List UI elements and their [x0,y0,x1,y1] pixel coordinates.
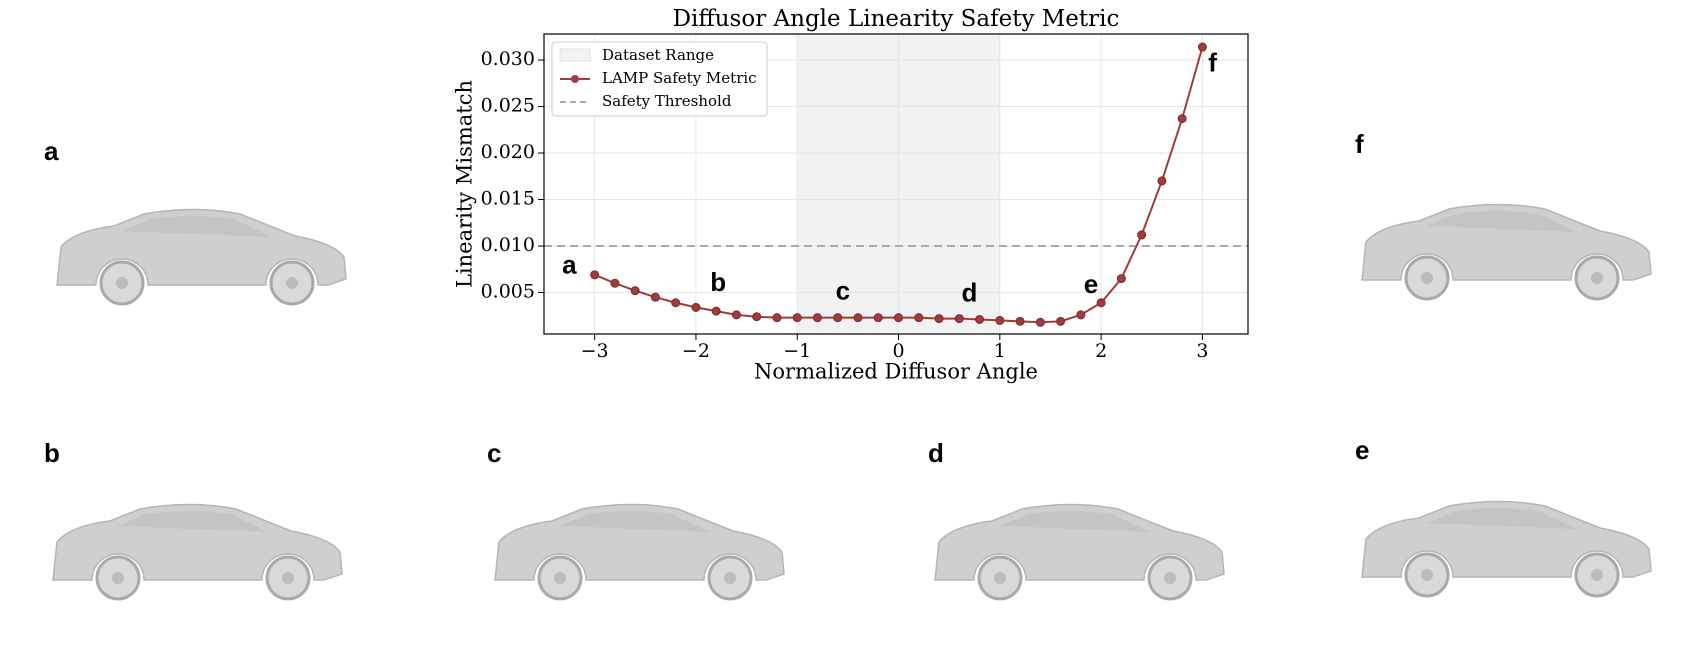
data-point [995,315,1005,325]
annotation: b [710,267,726,297]
x-tick-label: −2 [682,340,710,362]
x-tick-label: 0 [892,340,904,362]
annotation: f [1208,48,1217,78]
data-point [894,313,904,323]
y-tick-label: 0.005 [481,281,535,303]
data-point [650,292,660,302]
car-render [1360,203,1653,301]
data-point [1137,230,1147,240]
panel-label: f [1355,129,1364,159]
y-tick-label: 0.030 [481,48,535,70]
legend-label: Dataset Range [602,46,714,64]
legend-swatch [559,48,591,62]
car-render [493,503,786,601]
annotation: c [836,275,850,305]
data-point [873,313,883,323]
y-tick-label: 0.010 [481,234,535,256]
data-point [610,278,620,288]
data-point [671,298,681,308]
y-axis-label: Linearity Mismatch [453,80,477,288]
car-render [1360,500,1653,598]
legend-label: Safety Threshold [602,92,732,110]
data-point [934,314,944,324]
y-tick-label: 0.025 [481,95,535,117]
car-render [51,503,344,601]
data-point [1035,317,1045,327]
x-tick-label: −1 [783,340,811,362]
x-axis-label: Normalized Diffusor Angle [754,360,1038,384]
annotation: e [1084,269,1098,299]
data-point [792,313,802,323]
data-point [833,313,843,323]
data-point [812,313,822,323]
data-point [914,313,924,323]
data-point [772,313,782,323]
x-tick-label: 3 [1196,340,1208,362]
legend-label: LAMP Safety Metric [602,69,757,87]
panel-label: c [487,438,501,468]
data-point [590,270,600,280]
data-point [1157,176,1167,186]
data-point [954,314,964,324]
x-tick-label: 2 [1095,340,1107,362]
data-point [630,286,640,296]
panel-label: b [44,438,60,468]
data-point [731,310,741,320]
car-render [55,208,348,306]
data-point [1056,316,1066,326]
data-point [691,302,701,312]
data-point [1197,42,1207,52]
car-render [933,503,1226,601]
data-point [975,314,985,324]
legend-box [551,41,768,117]
data-point [752,312,762,322]
legend-swatch [571,75,579,83]
data-point [1076,310,1086,320]
panel-label: a [44,136,59,166]
data-point [853,313,863,323]
y-tick-label: 0.020 [481,141,535,163]
data-point [1015,316,1025,326]
panel-label: d [928,438,944,468]
data-point [1177,114,1187,124]
x-tick-label: −3 [581,340,609,362]
y-tick-label: 0.015 [481,188,535,210]
panel-label: e [1355,435,1369,465]
chart-title: Diffusor Angle Linearity Safety Metric [673,6,1120,32]
panels: a f b c d e [44,129,1653,601]
data-point [1116,274,1126,284]
axes-frame [543,33,1249,335]
annotation: d [961,277,977,307]
data-point [711,306,721,316]
annotation: a [562,249,577,279]
data-point [1096,298,1106,308]
x-tick-label: 1 [994,340,1006,362]
chart: Diffusor Angle Linearity Safety Metric N… [453,6,1249,384]
